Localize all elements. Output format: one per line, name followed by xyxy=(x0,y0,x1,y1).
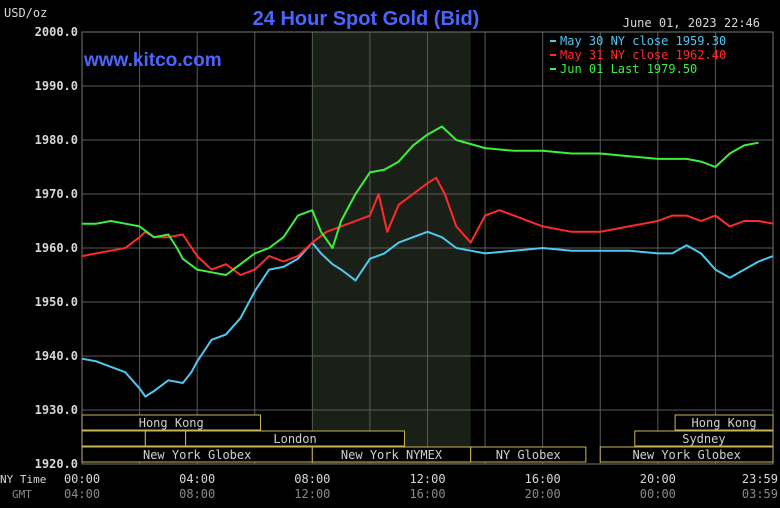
y-tick-label: 2000.0 xyxy=(35,25,78,39)
session-label: New York Globex xyxy=(143,448,251,462)
chart-title: 24 Hour Spot Gold (Bid) xyxy=(253,8,480,30)
x-tick-label-ny: 16:00 xyxy=(525,472,561,486)
session-label: New York Globex xyxy=(632,448,740,462)
session-label: New York NYMEX xyxy=(341,448,443,462)
y-tick-label: 1990.0 xyxy=(35,79,78,93)
x-tick-label-ny: 04:00 xyxy=(179,472,215,486)
session-box xyxy=(674,414,774,431)
y-tick-label: 1930.0 xyxy=(35,403,78,417)
x-tick-label-gmt: 20:00 xyxy=(525,487,561,501)
gmt-axis-label: GMT xyxy=(12,488,32,501)
series-line xyxy=(81,230,774,398)
y-tick-label: 1970.0 xyxy=(35,187,78,201)
session-box xyxy=(634,430,774,447)
series-line xyxy=(82,125,759,276)
legend-label: Jun 01 Last 1979.50 xyxy=(560,62,697,76)
legend-label: May 31 NY close 1962.40 xyxy=(560,48,726,62)
session-label: Hong Kong xyxy=(139,416,204,430)
session-box xyxy=(185,430,405,447)
legend-label: May 30 NY close 1959.30 xyxy=(560,34,726,48)
x-tick-label-gmt: 16:00 xyxy=(409,487,445,501)
y-tick-label: 1980.0 xyxy=(35,133,78,147)
watermark: www.kitco.com xyxy=(83,50,222,71)
plot-border xyxy=(81,31,774,465)
y-tick-label: 1940.0 xyxy=(35,349,78,363)
session-label: NY Globex xyxy=(496,448,561,462)
x-tick-label-gmt: 03:59 xyxy=(742,487,778,501)
x-axis-tick-labels: 00:0004:0004:0008:0008:0012:0012:0016:00… xyxy=(64,472,778,501)
x-tick-label-gmt: 12:00 xyxy=(294,487,330,501)
x-tick-label-gmt: 08:00 xyxy=(179,487,215,501)
session-box xyxy=(144,430,187,447)
y-tick-label: 1960.0 xyxy=(35,241,78,255)
units-label: USD/oz xyxy=(4,6,47,20)
timestamp: June 01, 2023 22:46 xyxy=(623,16,760,30)
x-tick-label-gmt: 04:00 xyxy=(64,487,100,501)
x-tick-label-ny: 08:00 xyxy=(294,472,330,486)
y-tick-label: 1950.0 xyxy=(35,295,78,309)
x-tick-label-ny: 20:00 xyxy=(640,472,676,486)
y-axis-tick-labels: 2000.0 1990.0 1980.0 1970.0 1960.0 1950.0 1940… xyxy=(35,25,78,471)
y-tick-label: 1920.0 xyxy=(35,457,78,471)
x-tick-label-gmt: 00:00 xyxy=(640,487,676,501)
series-lines xyxy=(81,125,774,398)
x-tick-label-ny: 12:00 xyxy=(409,472,445,486)
x-tick-label-ny: 23:59 xyxy=(742,472,778,486)
session-label: London xyxy=(273,432,316,446)
x-tick-label-ny: 00:00 xyxy=(64,472,100,486)
session-label: Sydney xyxy=(682,432,725,446)
session-box xyxy=(81,414,262,431)
session-box xyxy=(81,430,146,447)
series-line xyxy=(81,176,774,276)
trading-sessions: Hong Kong London New York Globex New York N… xyxy=(81,414,774,463)
ny-time-axis-label: NY Time xyxy=(0,473,46,486)
session-box xyxy=(470,446,587,463)
session-label: Hong Kong xyxy=(692,416,757,430)
session-box xyxy=(599,446,774,463)
